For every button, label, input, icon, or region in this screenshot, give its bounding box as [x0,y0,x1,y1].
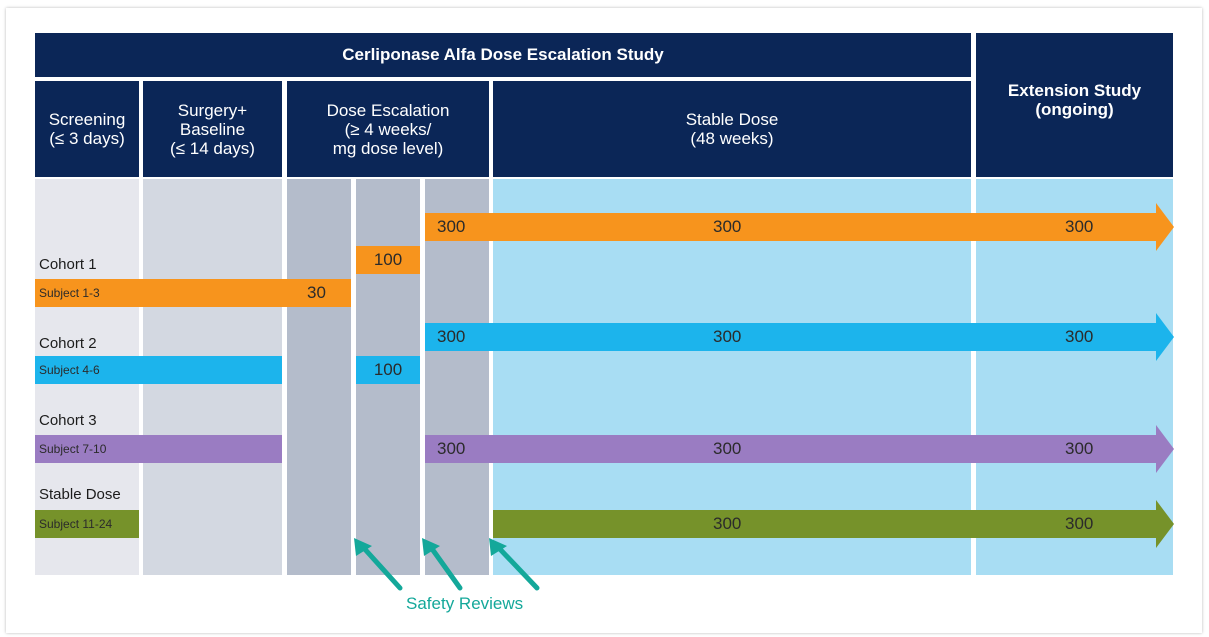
cohort-2-dose-300-extension: 300 [1065,327,1094,346]
cohort-3-arrowhead [1156,425,1174,473]
cohort-3-label: Cohort 3 [39,412,97,429]
cohort-1-maintenance-bar: 300 300 300 [425,213,1157,241]
cohort-3-dose-300-extension: 300 [1065,439,1094,458]
cohort-1-dose-300-escalation: 300 [437,217,466,236]
cohort-1-dose-100: 100 [373,250,403,269]
safety-reviews-label: Safety Reviews [406,594,524,613]
stable-dose-subject-bar: Subject 11-24 [35,510,139,538]
extension-column [976,179,1173,575]
cohort-2-arrowhead [1156,313,1174,361]
cohort-3-maintenance-bar: 300 300 300 [425,435,1157,463]
stable-dose-label: Stable Dose [39,486,121,503]
cohort-1-arrowhead [1156,203,1174,251]
stable-dose-300-extension: 300 [1065,514,1094,533]
cohort-3-subject-bar: Subject 7-10 [35,435,282,463]
cohort-3-dose-300-escalation: 300 [437,439,466,458]
cohort-2-dose-300-escalation: 300 [437,327,466,346]
cohort-1-dose-30: 30 [307,283,326,302]
header-extension-study: Extension Study (ongoing) [976,33,1173,177]
cohort-1-dose-100-box: 100 [356,246,420,274]
study-title: Cerliponase Alfa Dose Escalation Study [35,33,971,77]
cohort-3-subjects: Subject 7-10 [39,442,107,456]
cohort-2-label: Cohort 2 [39,335,97,352]
stable-dose-300-stable: 300 [713,514,742,533]
cohort-1-dose-300-extension: 300 [1065,217,1094,236]
cohort-1-subject-bar: Subject 1-3 30 [35,279,351,307]
stable-column [493,179,971,575]
cohort-2-dose-100: 100 [373,360,403,379]
cohort-1-label: Cohort 1 [39,256,97,273]
header-screening: Screening (≤ 3 days) [35,81,139,177]
stable-dose-arrowhead [1156,500,1174,548]
cohort-3-dose-300-stable: 300 [713,439,742,458]
cohort-2-maintenance-bar: 300 300 300 [425,323,1157,351]
cohort-1-subjects: Subject 1-3 [39,286,100,300]
header-dose-escalation: Dose Escalation (≥ 4 weeks/ mg dose leve… [287,81,489,177]
escalation-column-3 [425,179,489,575]
cohort-2-subject-bar: Subject 4-6 [35,356,282,384]
cohort-2-dose-100-box: 100 [356,356,420,384]
cohort-1-dose-300-stable: 300 [713,217,742,236]
cohort-2-subjects: Subject 4-6 [39,363,100,377]
stable-dose-subjects: Subject 11-24 [39,517,113,531]
header-surgery: Surgery+ Baseline (≤ 14 days) [143,81,282,177]
cohort-2-dose-300-stable: 300 [713,327,742,346]
escalation-column-1 [287,179,351,575]
stable-dose-maintenance-bar: 300 300 [493,510,1157,538]
header-stable-dose: Stable Dose (48 weeks) [493,81,971,177]
